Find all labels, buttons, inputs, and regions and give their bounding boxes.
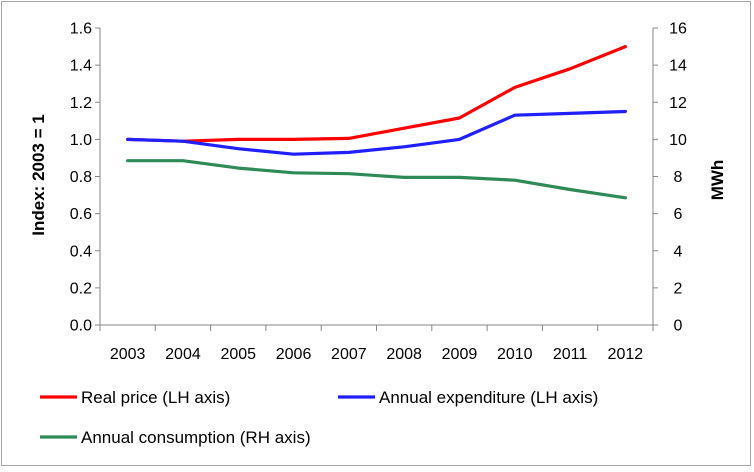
- right-tick-label: 2: [674, 280, 683, 297]
- left-tick-label: 0.6: [70, 206, 92, 223]
- right-tick-label: 16: [669, 21, 687, 38]
- right-tick-label: 4: [674, 243, 683, 260]
- right-axis-title: MWh: [708, 160, 727, 201]
- annual-expenditure-line: [126, 109, 628, 156]
- legend-item-annual-consumption: Annual consumption (RH axis): [40, 428, 311, 447]
- x-tick-label: 2008: [386, 346, 422, 363]
- left-tick-label: 0.2: [70, 280, 92, 297]
- legend-label: Annual expenditure (LH axis): [379, 388, 598, 407]
- x-tick-label: 2007: [331, 346, 367, 363]
- x-tick-label: 2011: [553, 346, 588, 363]
- legend-item-annual-expenditure: Annual expenditure (LH axis): [338, 388, 598, 407]
- x-tick-label: 2012: [608, 346, 644, 363]
- left-tick-label: 1.6: [70, 21, 92, 38]
- x-tick-label: 2003: [110, 346, 146, 363]
- right-tick-label: 12: [669, 95, 687, 112]
- line-chart: 0.0 0.2 0.4 0.6 0.8 1.0 1.2 1.4 1.6 0 2 4 6 8 10 12 14 16…: [29, 21, 727, 448]
- right-tick-label: 10: [669, 132, 687, 149]
- legend: Real price (LH axis) Annual expenditure (…: [40, 388, 598, 447]
- left-tick-label: 0.0: [70, 318, 92, 335]
- x-tick-label: 2009: [442, 346, 478, 363]
- right-tick-label: 0: [674, 318, 683, 335]
- x-tick-label: 2004: [165, 346, 201, 363]
- right-tick-label: 6: [674, 206, 683, 223]
- annual-consumption-line: [126, 159, 628, 200]
- chart-frame: 0.0 0.2 0.4 0.6 0.8 1.0 1.2 1.4 1.6 0 2 4 6 8 10 12 14 16…: [1, 1, 751, 466]
- left-tick-label: 0.8: [70, 169, 92, 186]
- left-axis-title: Index: 2003 = 1: [29, 114, 48, 235]
- legend-label: Real price (LH axis): [81, 388, 230, 407]
- left-tick-label: 1.0: [70, 132, 92, 149]
- left-tick-label: 0.4: [70, 243, 92, 260]
- right-tick-label: 8: [674, 169, 683, 186]
- real-price-line: [126, 44, 628, 143]
- x-tick-label: 2006: [276, 346, 312, 363]
- left-tick-label: 1.4: [70, 58, 92, 75]
- legend-item-real-price: Real price (LH axis): [40, 388, 230, 407]
- x-tick-label: 2005: [220, 346, 256, 363]
- legend-label: Annual consumption (RH axis): [81, 428, 311, 447]
- right-tick-label: 14: [669, 58, 687, 75]
- tick-labels: 0.0 0.2 0.4 0.6 0.8 1.0 1.2 1.4 1.6 0 2 4 6 8 10 12 14 16…: [70, 21, 687, 364]
- series-layer: [126, 44, 628, 200]
- axes: [95, 27, 658, 331]
- x-tick-label: 2010: [497, 346, 533, 363]
- left-tick-label: 1.2: [70, 95, 92, 112]
